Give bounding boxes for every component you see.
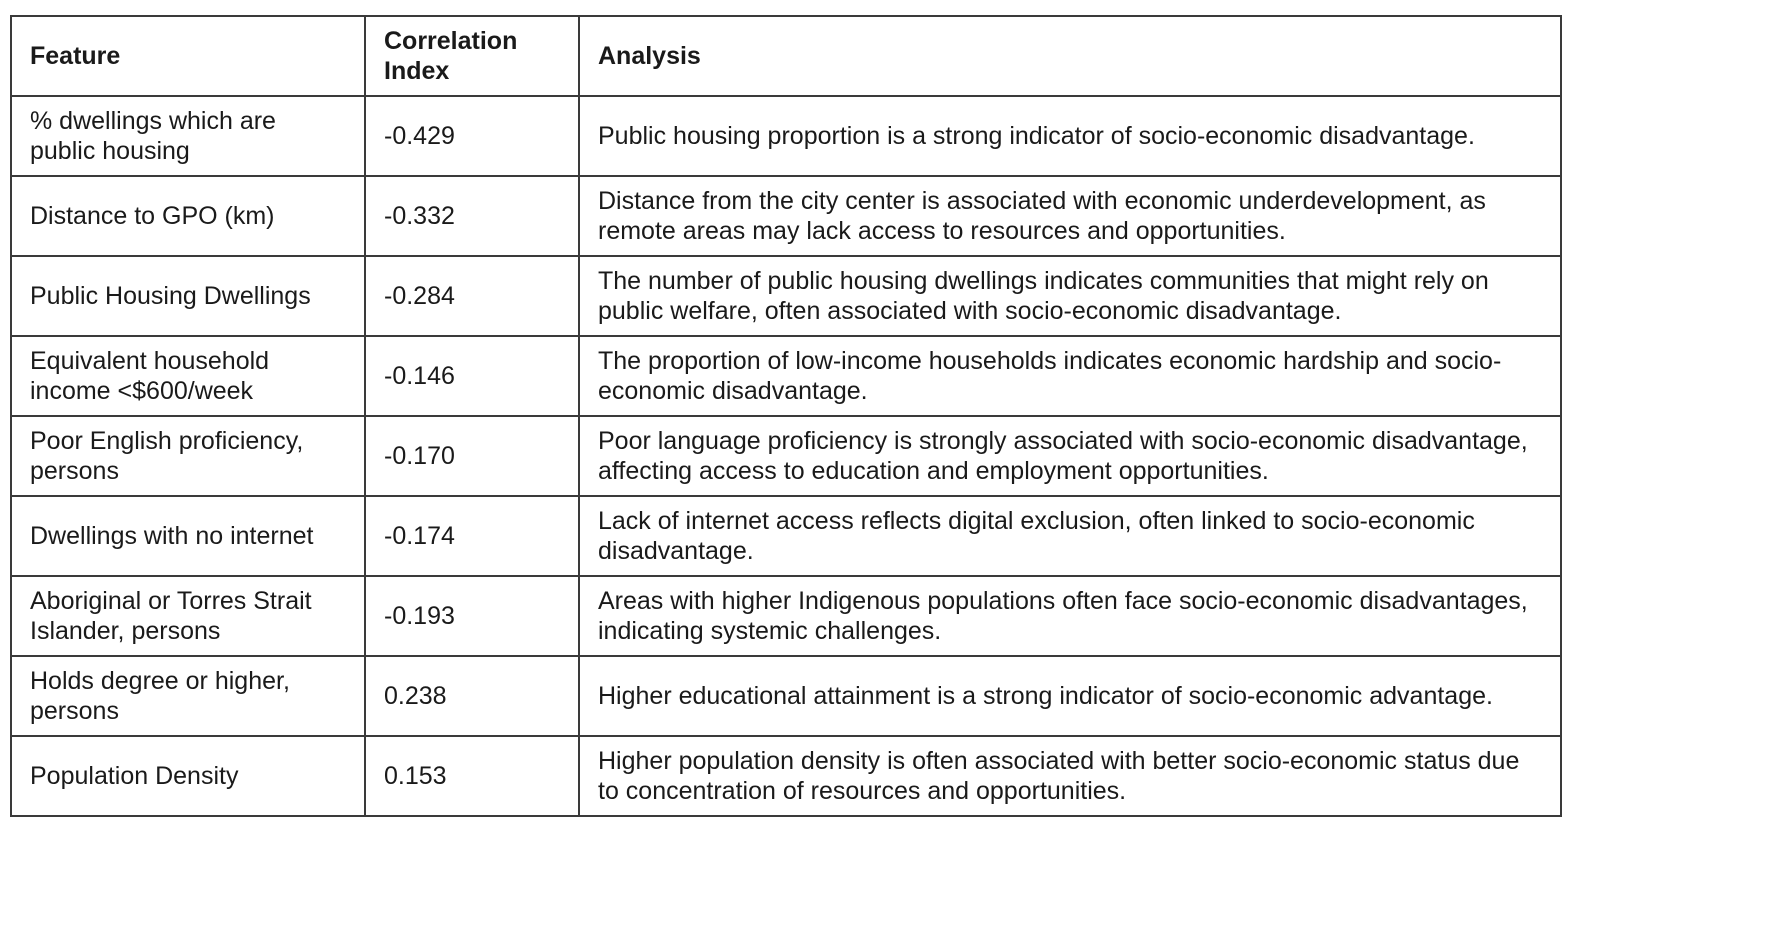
table-row: Dwellings with no internet -0.174 Lack o… xyxy=(10,495,1562,577)
feature-cell: % dwellings which are public housing xyxy=(10,95,366,177)
analysis-cell: Lack of internet access reflects digital… xyxy=(578,495,1562,577)
table-body: % dwellings which are public housing -0.… xyxy=(10,95,1562,817)
header-feature: Feature xyxy=(10,15,366,97)
analysis-cell: Distance from the city center is associa… xyxy=(578,175,1562,257)
table-row: Public Housing Dwellings -0.284 The numb… xyxy=(10,255,1562,337)
analysis-cell: The proportion of low-income households … xyxy=(578,335,1562,417)
correlation-cell: -0.284 xyxy=(364,255,580,337)
table-row: % dwellings which are public housing -0.… xyxy=(10,95,1562,177)
feature-cell: Dwellings with no internet xyxy=(10,495,366,577)
table-row: Aboriginal or Torres Strait Islander, pe… xyxy=(10,575,1562,657)
feature-cell: Equivalent household income <$600/week xyxy=(10,335,366,417)
table-row: Poor English proficiency, persons -0.170… xyxy=(10,415,1562,497)
header-row: Feature Correlation Index Analysis xyxy=(10,15,1562,97)
analysis-cell: Public housing proportion is a strong in… xyxy=(578,95,1562,177)
table-header: Feature Correlation Index Analysis xyxy=(10,15,1562,97)
feature-cell: Population Density xyxy=(10,735,366,817)
correlation-cell: -0.174 xyxy=(364,495,580,577)
correlation-cell: -0.429 xyxy=(364,95,580,177)
table-row: Equivalent household income <$600/week -… xyxy=(10,335,1562,417)
header-analysis: Analysis xyxy=(578,15,1562,97)
correlation-cell: 0.238 xyxy=(364,655,580,737)
feature-cell: Aboriginal or Torres Strait Islander, pe… xyxy=(10,575,366,657)
analysis-cell: The number of public housing dwellings i… xyxy=(578,255,1562,337)
table-row: Holds degree or higher, persons 0.238 Hi… xyxy=(10,655,1562,737)
analysis-cell: Areas with higher Indigenous populations… xyxy=(578,575,1562,657)
table-row: Population Density 0.153 Higher populati… xyxy=(10,735,1562,817)
correlation-cell: -0.146 xyxy=(364,335,580,417)
feature-cell: Public Housing Dwellings xyxy=(10,255,366,337)
feature-cell: Distance to GPO (km) xyxy=(10,175,366,257)
correlation-cell: -0.170 xyxy=(364,415,580,497)
correlation-cell: -0.193 xyxy=(364,575,580,657)
feature-cell: Poor English proficiency, persons xyxy=(10,415,366,497)
analysis-cell: Higher educational attainment is a stron… xyxy=(578,655,1562,737)
correlation-table: Feature Correlation Index Analysis % dwe… xyxy=(10,15,1562,817)
header-correlation-index: Correlation Index xyxy=(364,15,580,97)
correlation-cell: 0.153 xyxy=(364,735,580,817)
table-row: Distance to GPO (km) -0.332 Distance fro… xyxy=(10,175,1562,257)
correlation-cell: -0.332 xyxy=(364,175,580,257)
analysis-cell: Higher population density is often assoc… xyxy=(578,735,1562,817)
correlation-table-container: Feature Correlation Index Analysis % dwe… xyxy=(10,15,1562,817)
analysis-cell: Poor language proficiency is strongly as… xyxy=(578,415,1562,497)
feature-cell: Holds degree or higher, persons xyxy=(10,655,366,737)
